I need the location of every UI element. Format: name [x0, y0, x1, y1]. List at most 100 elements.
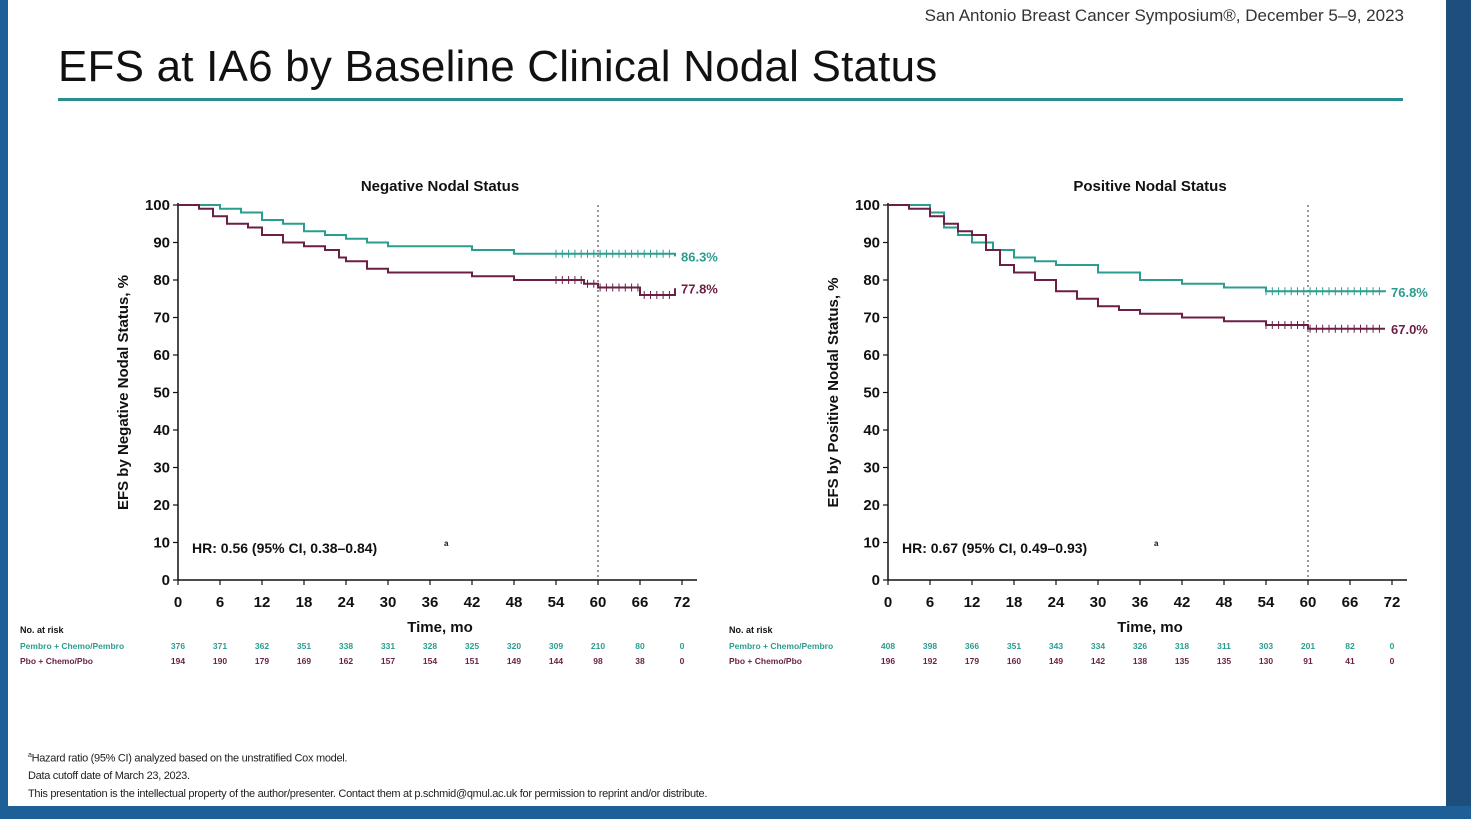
chart1-risk-value: 169 [297, 656, 311, 666]
chart2-risk-value: 201 [1301, 641, 1315, 651]
chart2-risk-value: 334 [1091, 641, 1105, 651]
chart1-y-tick-label: 10 [153, 535, 170, 552]
chart2-x-tick-label: 72 [1384, 594, 1401, 611]
chart1-risk-heading: No. at risk [20, 625, 65, 635]
chart1-risk-value: 351 [297, 641, 311, 651]
chart1-risk-value: 309 [549, 641, 563, 651]
chart1-series-1-end-label: 86.3% [681, 249, 718, 264]
chart1-y-tick-label: 0 [162, 572, 170, 589]
chart1-risk-value: 151 [465, 656, 479, 666]
chart1-risk-value: 210 [591, 641, 605, 651]
chart1-x-tick-label: 24 [338, 594, 355, 611]
chart2-x-tick-label: 36 [1132, 594, 1149, 611]
footnote-hazard-text: Hazard ratio (95% CI) analyzed based on … [31, 752, 348, 765]
chart1-hr-text: HR: 0.56 (95% CI, 0.38–0.84) [192, 540, 377, 556]
chart2-risk-value: 138 [1133, 656, 1147, 666]
chart1-x-tick-label: 54 [548, 594, 565, 611]
chart1-x-tick-label: 60 [590, 594, 607, 611]
chart1-risk-value: 190 [213, 656, 227, 666]
chart1-risk-row-label: Pembro + Chemo/Pembro [20, 641, 124, 651]
chart2-risk-heading: No. at risk [729, 625, 774, 635]
chart1-x-tick-label: 18 [296, 594, 313, 611]
chart1-risk-value: 362 [255, 641, 269, 651]
chart2-risk-value: 135 [1217, 656, 1231, 666]
chart2-x-tick-label: 42 [1174, 594, 1191, 611]
chart2-series-1-curve [888, 204, 1386, 293]
chart1-title: Negative Nodal Status [361, 178, 519, 195]
chart2-y-tick-label: 90 [863, 235, 880, 252]
chart2-x-tick-label: 12 [964, 594, 981, 611]
slide: San Antonio Breast Cancer Symposium®, De… [8, 0, 1446, 806]
chart2-y-tick-label: 100 [855, 197, 880, 214]
chart2-risk-value: 91 [1303, 656, 1313, 666]
window-frame-right [1446, 0, 1471, 819]
chart1-risk-value: 376 [171, 641, 185, 651]
chart2-risk-row-label: Pbo + Chemo/Pbo [729, 656, 802, 666]
chart1-x-tick-label: 48 [506, 594, 523, 611]
chart2-risk-value: 408 [881, 641, 895, 651]
chart1-risk-value: 38 [635, 656, 645, 666]
chart1-risk-value: 328 [423, 641, 437, 651]
chart1-y-tick-label: 70 [153, 310, 170, 327]
chart2-title: Positive Nodal Status [1073, 178, 1226, 195]
chart2-y-tick-label: 80 [863, 272, 880, 289]
chart2-y-tick-label: 10 [863, 535, 880, 552]
chart2-series-1-end-label: 76.8% [1391, 285, 1428, 300]
chart1-series-2-end-label: 77.8% [681, 281, 718, 296]
chart1-x-tick-label: 6 [216, 594, 224, 611]
chart1-risk-value: 331 [381, 641, 395, 651]
chart2-risk-value: 398 [923, 641, 937, 651]
chart2-y-tick-label: 70 [863, 310, 880, 327]
chart1-y-tick-label: 20 [153, 497, 170, 514]
chart1-risk-value: 338 [339, 641, 353, 651]
chart2-risk-value: 160 [1007, 656, 1021, 666]
chart2-x-tick-label: 60 [1300, 594, 1317, 611]
chart2-x-tick-label: 6 [926, 594, 934, 611]
chart2-x-tick-label: 48 [1216, 594, 1233, 611]
chart1-risk-value: 0 [680, 641, 685, 651]
chart2-x-tick-label: 30 [1090, 594, 1107, 611]
chart1-series-1-curve [178, 204, 676, 257]
chart1-risk-value: 320 [507, 641, 521, 651]
chart1-risk-value: 144 [549, 656, 563, 666]
chart2-series-2-end-label: 67.0% [1391, 322, 1428, 337]
chart1-y-tick-label: 100 [145, 197, 170, 214]
chart1-y-tick-label: 40 [153, 422, 170, 439]
chart1-risk-value: 194 [171, 656, 185, 666]
chart2-risk-value: 351 [1007, 641, 1021, 651]
chart2-risk-value: 326 [1133, 641, 1147, 651]
chart2-risk-value: 343 [1049, 641, 1063, 651]
chart1-risk-row-label: Pbo + Chemo/Pbo [20, 656, 93, 666]
chart1-risk-value: 179 [255, 656, 269, 666]
chart1-risk-value: 149 [507, 656, 521, 666]
chart1-y-tick-label: 50 [153, 385, 170, 402]
chart1-y-tick-label: 90 [153, 235, 170, 252]
chart2-risk-value: 311 [1217, 641, 1231, 651]
chart2-y-axis-label: EFS by Positive Nodal Status, % [825, 277, 842, 507]
chart1-hr-mark: a [444, 539, 449, 548]
chart1-risk-value: 157 [381, 656, 395, 666]
chart2-risk-value: 0 [1390, 641, 1395, 651]
chart1-x-tick-label: 66 [632, 594, 649, 611]
chart1-y-tick-label: 30 [153, 460, 170, 477]
chart1-x-axis-label: Time, mo [407, 619, 473, 636]
chart1-risk-value: 98 [593, 656, 603, 666]
symposium-banner: San Antonio Breast Cancer Symposium®, De… [924, 6, 1404, 25]
chart1-risk-value: 0 [680, 656, 685, 666]
chart2-y-tick-label: 50 [863, 385, 880, 402]
chart2-hr-text: HR: 0.67 (95% CI, 0.49–0.93) [902, 540, 1087, 556]
chart2-risk-value: 0 [1390, 656, 1395, 666]
chart2-x-tick-label: 0 [884, 594, 892, 611]
footnote-copyright: This presentation is the intellectual pr… [28, 788, 708, 800]
chart2-x-tick-label: 18 [1006, 594, 1023, 611]
chart1-risk-value: 80 [635, 641, 645, 651]
chart1-y-axis-label: EFS by Negative Nodal Status, % [115, 275, 132, 510]
chart1-x-tick-label: 0 [174, 594, 182, 611]
chart2-x-axis-label: Time, mo [1117, 619, 1183, 636]
chart1-x-tick-label: 36 [422, 594, 439, 611]
chart2-risk-value: 82 [1345, 641, 1355, 651]
window-frame-bottom [0, 806, 1471, 819]
footnote-mark: a [28, 752, 32, 759]
chart2-risk-value: 303 [1259, 641, 1273, 651]
